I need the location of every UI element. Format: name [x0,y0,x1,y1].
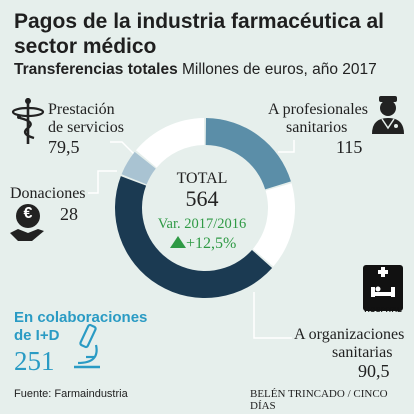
label-id-1: En colaboraciones [14,309,148,326]
value-profesionales: 115 [336,137,363,157]
up-arrow-icon [170,236,186,248]
source-note: Fuente: Farmaindustria [14,388,128,400]
microscope-icon [74,323,100,369]
slice-0 [205,118,291,190]
chart-title: Pagos de la industria farmacéutica al se… [14,10,384,58]
leader-line-donaciones [88,170,117,194]
hospital-label: HOSPITAL [364,305,402,314]
value-organizaciones: 90,5 [358,361,390,381]
label-organizaciones-1: A organizaciones [294,326,405,343]
subtitle-bold: Transferencias totales [14,61,178,78]
subtitle-rest: Millones de euros, año 2017 [182,61,377,78]
label-donaciones: Donaciones [10,185,86,202]
center-var-label: Var. 2017/2016 [157,216,247,232]
center-var-value: +12,5% [186,235,237,252]
credit-note: BELÉN TRINCADO / CINCO DÍAS [250,388,388,412]
label-profesionales-2: sanitarios [286,119,348,136]
label-profesionales-1: A profesionales [268,101,368,118]
label-servicios-1: Prestación [48,101,115,118]
leader-line-profesionales [278,140,295,153]
caduceus-icon [11,98,45,144]
value-donaciones: 28 [60,204,78,224]
leader-line-organizaciones [253,292,292,339]
slice-2 [114,176,273,299]
hospital-icon [363,265,403,311]
value-servicios: 79,5 [48,137,80,157]
leader-line-servicios [110,141,136,156]
label-id-2: de I+D [14,327,60,344]
doctor-icon [372,96,404,134]
chart-subtitle: Transferencias totales Millones de euros… [14,61,377,79]
slice-4 [135,118,205,168]
center-total-label: TOTAL [176,170,228,187]
slice-3 [121,151,156,185]
center-total-value: 564 [185,186,219,211]
value-id: 251 [14,346,55,376]
label-organizaciones-2: sanitarias [332,344,393,361]
euro-symbol: € [23,205,33,222]
label-servicios-2: de servicios [48,119,124,136]
slice-1 [252,183,295,267]
euro-hand-icon [10,204,44,241]
